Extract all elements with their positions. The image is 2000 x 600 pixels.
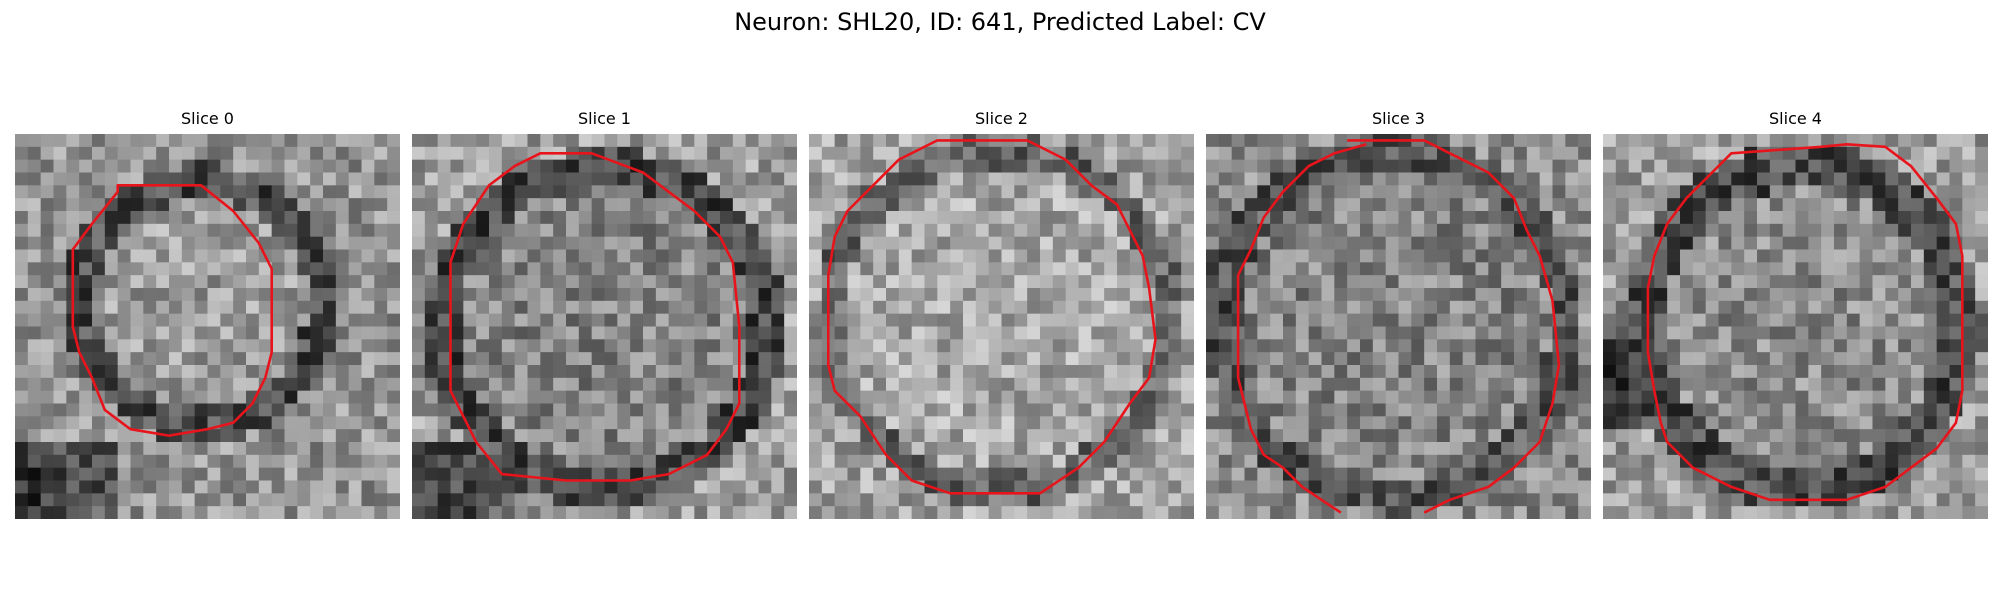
slice-panel-0: Slice 0 xyxy=(15,108,400,519)
segmentation-contour xyxy=(71,183,274,437)
slice-title: Slice 0 xyxy=(181,109,234,128)
slice-image-2 xyxy=(809,134,1194,519)
pixel-grid xyxy=(1206,134,1591,519)
slice-title: Slice 1 xyxy=(578,109,631,128)
segmentation-contour xyxy=(449,151,741,482)
slice-image-1 xyxy=(412,134,797,519)
slice-image-3 xyxy=(1206,134,1591,519)
slice-image-4 xyxy=(1603,134,1988,519)
pixel-grid xyxy=(15,134,400,519)
pixel-grid xyxy=(412,134,797,519)
slice-image-0 xyxy=(15,134,400,519)
slice-title: Slice 3 xyxy=(1372,109,1425,128)
slice-panel-1: Slice 1 xyxy=(412,108,797,519)
segmentation-contour-fragment xyxy=(1236,143,1367,514)
slice-panel-3: Slice 3 xyxy=(1206,108,1591,519)
slice-title: Slice 4 xyxy=(1769,109,1822,128)
pixel-grid xyxy=(809,134,1194,519)
segmentation-contour xyxy=(826,139,1157,495)
figure-title: Neuron: SHL20, ID: 641, Predicted Label:… xyxy=(734,8,1266,36)
slice-panel-4: Slice 4 xyxy=(1603,108,1988,519)
slice-panel-2: Slice 2 xyxy=(809,108,1194,519)
segmentation-contour xyxy=(1347,139,1561,514)
segmentation-contour xyxy=(1646,143,1964,502)
slice-title: Slice 2 xyxy=(975,109,1028,128)
pixel-grid xyxy=(1603,134,1988,519)
